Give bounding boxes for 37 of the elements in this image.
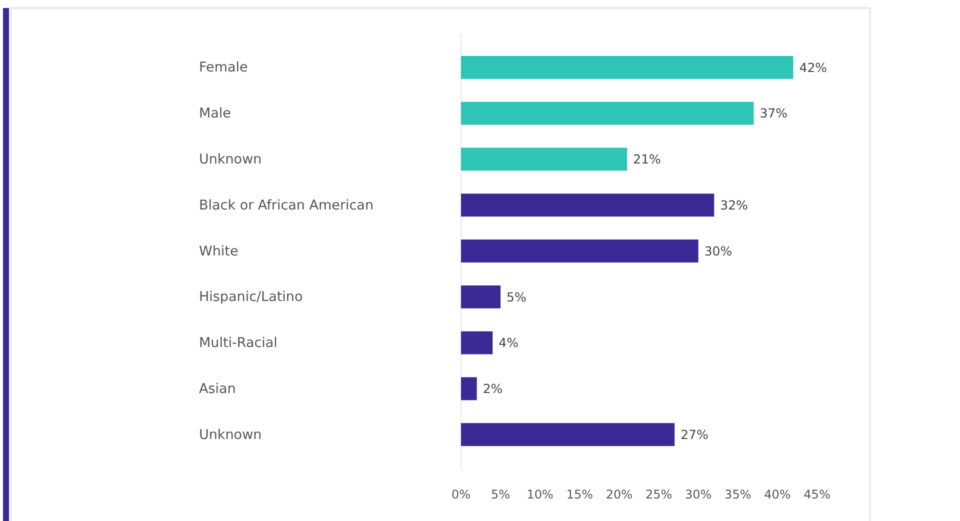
bar bbox=[461, 377, 477, 400]
y-tick-label: Hispanic/Latino bbox=[199, 289, 303, 306]
y-tick-label: Multi-Racial bbox=[199, 335, 278, 352]
data-label: 42% bbox=[799, 60, 828, 75]
y-tick-label: Unknown bbox=[199, 152, 262, 168]
bar bbox=[461, 194, 714, 217]
data-label: 4% bbox=[498, 335, 519, 350]
x-tick-label: 45% bbox=[804, 488, 830, 502]
bar bbox=[461, 285, 501, 308]
x-tick-label: 15% bbox=[566, 488, 594, 502]
bar bbox=[461, 56, 794, 79]
x-tick-label: 20% bbox=[606, 488, 633, 502]
bar bbox=[461, 423, 675, 446]
y-tick-label: Female bbox=[199, 60, 248, 76]
data-label: 32% bbox=[720, 197, 748, 212]
x-tick-label: 25% bbox=[645, 488, 672, 502]
data-label: 27% bbox=[680, 426, 709, 442]
x-tick-label: 0% bbox=[451, 488, 471, 502]
y-tick-label: White bbox=[199, 243, 238, 260]
x-tick-label: 40% bbox=[764, 488, 791, 502]
data-label: 37% bbox=[760, 106, 788, 121]
y-tick-label: Unknown bbox=[199, 426, 262, 443]
x-tick-label: 35% bbox=[724, 488, 752, 502]
bar bbox=[461, 331, 493, 354]
x-tick-label: 5% bbox=[491, 488, 510, 502]
y-tick-label: Male bbox=[199, 106, 231, 122]
y-tick-label: Asian bbox=[199, 381, 236, 398]
data-label: 30% bbox=[704, 243, 732, 258]
x-tick-label: 30% bbox=[684, 488, 712, 502]
data-label: 5% bbox=[506, 289, 527, 304]
bar bbox=[461, 240, 698, 262]
bar bbox=[461, 102, 754, 125]
data-label: 21% bbox=[633, 152, 662, 167]
y-tick-label: Black or African American bbox=[199, 197, 374, 214]
x-tick-label: 10% bbox=[526, 488, 554, 502]
data-label: 2% bbox=[482, 381, 503, 396]
bar bbox=[461, 148, 628, 171]
